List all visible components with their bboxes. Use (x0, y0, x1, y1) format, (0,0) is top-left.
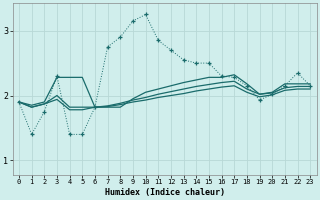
X-axis label: Humidex (Indice chaleur): Humidex (Indice chaleur) (105, 188, 225, 197)
